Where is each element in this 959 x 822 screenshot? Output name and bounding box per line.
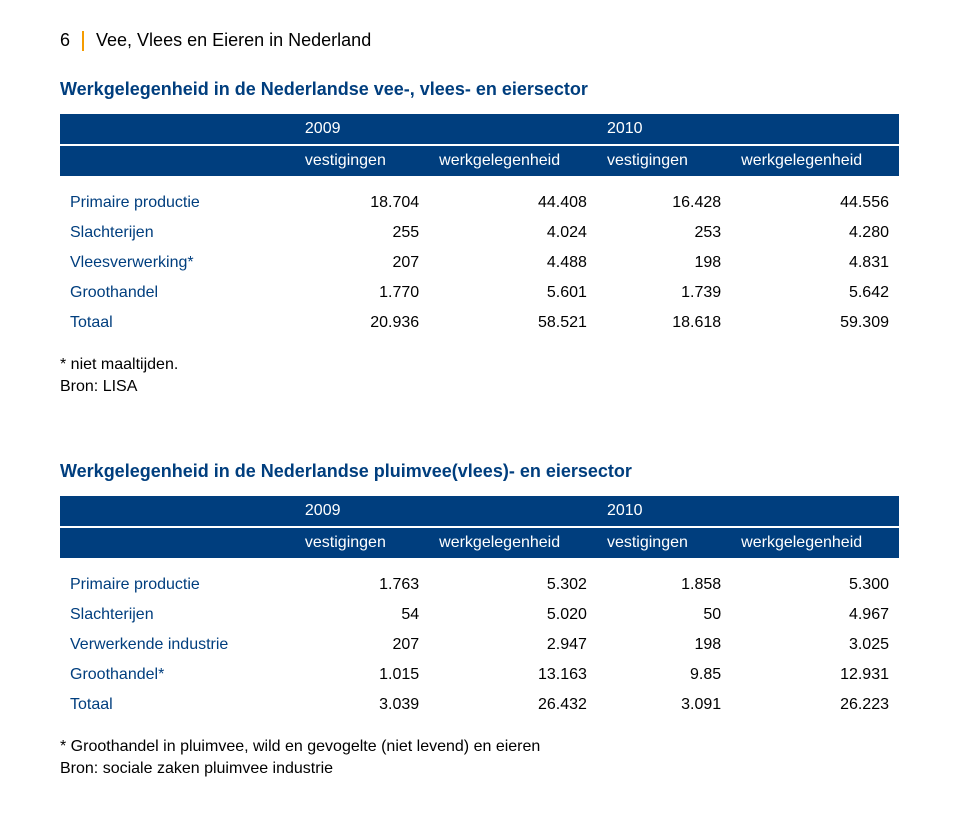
table2-year-blank <box>60 496 295 527</box>
cell-value: 198 <box>597 630 731 660</box>
cell-value: 12.931 <box>731 660 899 690</box>
table2-sub-v1: vestigingen <box>295 527 429 558</box>
cell-value: 255 <box>295 218 429 248</box>
table-row: Slachterijen 255 4.024 253 4.280 <box>60 218 899 248</box>
footnote-line: Bron: LISA <box>60 376 899 398</box>
cell-label: Vleesverwerking* <box>60 248 295 278</box>
cell-label: Slachterijen <box>60 600 295 630</box>
cell-value: 1.015 <box>295 660 429 690</box>
cell-value: 26.223 <box>731 690 899 720</box>
table1-year-2009: 2009 <box>295 114 597 145</box>
cell-label: Verwerkende industrie <box>60 630 295 660</box>
cell-value: 13.163 <box>429 660 597 690</box>
cell-value: 4.280 <box>731 218 899 248</box>
table1-title: Werkgelegenheid in de Nederlandse vee-, … <box>60 79 899 100</box>
table2-sub-w2: werkgelegenheid <box>731 527 899 558</box>
section-gap <box>60 399 899 439</box>
cell-label: Primaire productie <box>60 188 295 218</box>
table1-year-blank <box>60 114 295 145</box>
cell-value: 18.618 <box>597 308 731 338</box>
cell-value: 16.428 <box>597 188 731 218</box>
table2-sub-blank <box>60 527 295 558</box>
cell-value: 1.858 <box>597 570 731 600</box>
table-row: Groothandel 1.770 5.601 1.739 5.642 <box>60 278 899 308</box>
cell-value: 207 <box>295 630 429 660</box>
cell-value: 1.739 <box>597 278 731 308</box>
cell-value: 5.601 <box>429 278 597 308</box>
cell-value: 44.556 <box>731 188 899 218</box>
cell-value: 253 <box>597 218 731 248</box>
table2-year-row: 2009 2010 <box>60 496 899 527</box>
cell-value: 5.300 <box>731 570 899 600</box>
table2-year-2009: 2009 <box>295 496 597 527</box>
cell-label: Primaire productie <box>60 570 295 600</box>
table2-year-2010: 2010 <box>597 496 899 527</box>
cell-value: 1.770 <box>295 278 429 308</box>
table-row: Primaire productie 1.763 5.302 1.858 5.3… <box>60 570 899 600</box>
table2-footnote: * Groothandel in pluimvee, wild en gevog… <box>60 736 899 781</box>
footnote-line: Bron: sociale zaken pluimvee industrie <box>60 758 899 780</box>
cell-value: 198 <box>597 248 731 278</box>
cell-value: 1.763 <box>295 570 429 600</box>
table2-title: Werkgelegenheid in de Nederlandse pluimv… <box>60 461 899 482</box>
cell-value: 3.025 <box>731 630 899 660</box>
table1-sub-v2: vestigingen <box>597 145 731 176</box>
book-title: Vee, Vlees en Eieren in Nederland <box>96 30 371 51</box>
table2-sub-v2: vestigingen <box>597 527 731 558</box>
cell-value: 2.947 <box>429 630 597 660</box>
table1-sub-w1: werkgelegenheid <box>429 145 597 176</box>
table-row: Vleesverwerking* 207 4.488 198 4.831 <box>60 248 899 278</box>
cell-value: 26.432 <box>429 690 597 720</box>
cell-value: 207 <box>295 248 429 278</box>
cell-value: 4.831 <box>731 248 899 278</box>
table-row <box>60 558 899 570</box>
table1-footnote: * niet maaltijden. Bron: LISA <box>60 354 899 399</box>
table1-year-row: 2009 2010 <box>60 114 899 145</box>
table1-subheader-row: vestigingen werkgelegenheid vestigingen … <box>60 145 899 176</box>
table1-year-2010: 2010 <box>597 114 899 145</box>
cell-value: 9.85 <box>597 660 731 690</box>
cell-value: 3.039 <box>295 690 429 720</box>
table-row: Groothandel* 1.015 13.163 9.85 12.931 <box>60 660 899 690</box>
table2-subheader-row: vestigingen werkgelegenheid vestigingen … <box>60 527 899 558</box>
footnote-line: * niet maaltijden. <box>60 354 899 376</box>
cell-label: Groothandel* <box>60 660 295 690</box>
table-row <box>60 176 899 188</box>
cell-label: Totaal <box>60 308 295 338</box>
page-number: 6 <box>60 30 70 51</box>
table1-sub-blank <box>60 145 295 176</box>
page-header: 6 Vee, Vlees en Eieren in Nederland <box>60 30 899 51</box>
cell-value: 5.642 <box>731 278 899 308</box>
table1: 2009 2010 vestigingen werkgelegenheid ve… <box>60 114 899 338</box>
cell-value: 18.704 <box>295 188 429 218</box>
table-row: Verwerkende industrie 207 2.947 198 3.02… <box>60 630 899 660</box>
cell-value: 54 <box>295 600 429 630</box>
cell-value: 50 <box>597 600 731 630</box>
table2-sub-w1: werkgelegenheid <box>429 527 597 558</box>
cell-value: 58.521 <box>429 308 597 338</box>
table1-sub-v1: vestigingen <box>295 145 429 176</box>
cell-label: Slachterijen <box>60 218 295 248</box>
cell-label: Groothandel <box>60 278 295 308</box>
cell-value: 59.309 <box>731 308 899 338</box>
cell-value: 4.967 <box>731 600 899 630</box>
header-divider <box>82 31 84 51</box>
cell-value: 4.488 <box>429 248 597 278</box>
table2: 2009 2010 vestigingen werkgelegenheid ve… <box>60 496 899 720</box>
table-row: Totaal 20.936 58.521 18.618 59.309 <box>60 308 899 338</box>
cell-label: Totaal <box>60 690 295 720</box>
table-row: Totaal 3.039 26.432 3.091 26.223 <box>60 690 899 720</box>
table-row: Primaire productie 18.704 44.408 16.428 … <box>60 188 899 218</box>
cell-value: 44.408 <box>429 188 597 218</box>
table-row: Slachterijen 54 5.020 50 4.967 <box>60 600 899 630</box>
cell-value: 5.020 <box>429 600 597 630</box>
page-container: 6 Vee, Vlees en Eieren in Nederland Werk… <box>0 0 959 821</box>
cell-value: 5.302 <box>429 570 597 600</box>
table1-sub-w2: werkgelegenheid <box>731 145 899 176</box>
cell-value: 3.091 <box>597 690 731 720</box>
cell-value: 4.024 <box>429 218 597 248</box>
footnote-line: * Groothandel in pluimvee, wild en gevog… <box>60 736 899 758</box>
cell-value: 20.936 <box>295 308 429 338</box>
